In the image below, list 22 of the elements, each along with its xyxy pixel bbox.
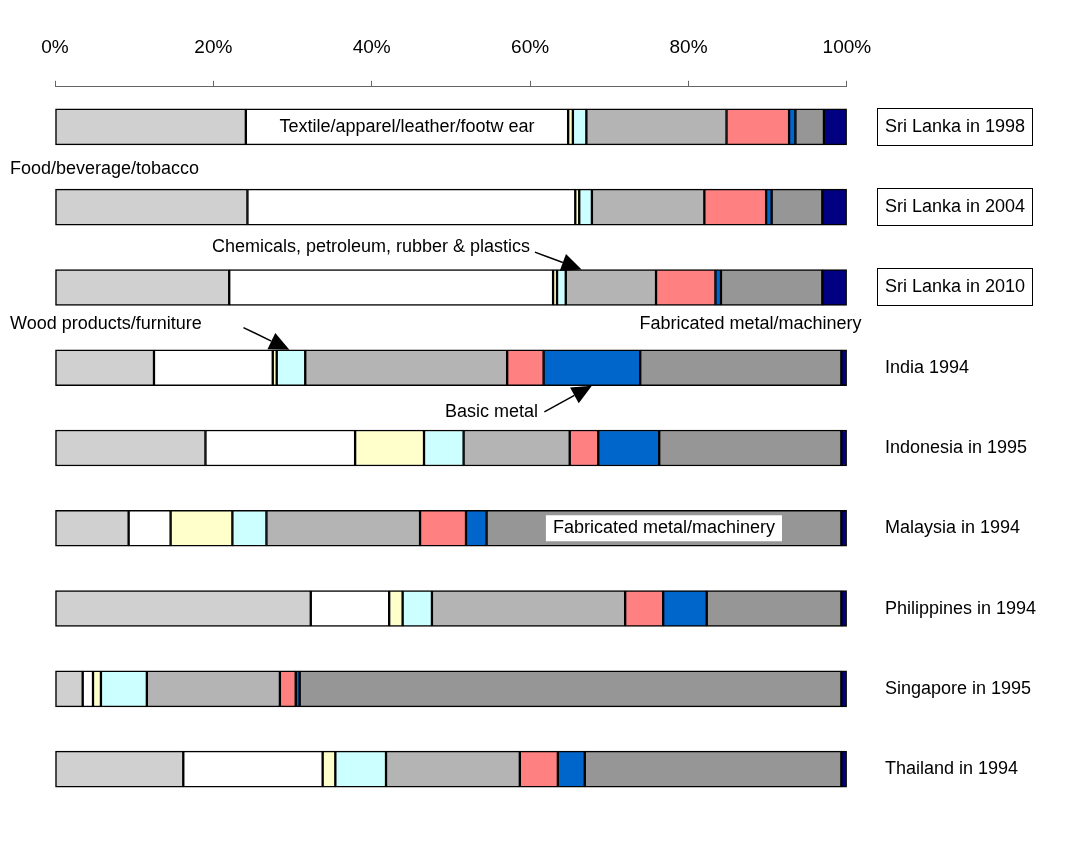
y-tick-label: Malaysia in 1994 [884, 517, 1020, 538]
y-tick-label: Indonesia in 1995 [884, 436, 1028, 457]
x-tick-label: 60% [511, 35, 550, 57]
y-tick-label: Philippines in 1994 [884, 597, 1037, 618]
y-tick-label: Sri Lanka in 2010 [884, 276, 1025, 297]
text: Fabricated metal/machinery [639, 312, 862, 333]
y-tick-label: Thailand in 1994 [884, 758, 1018, 779]
y-tick-label: Sri Lanka in 2004 [884, 196, 1025, 217]
x-tick-label: 40% [352, 35, 391, 57]
series-label: Textile/apparel/leather/footw ear [279, 115, 535, 136]
x-tick-label: 20% [194, 35, 233, 57]
annotation: Basic metal [445, 400, 539, 421]
series-label: Fabricated metal/machinery [552, 517, 776, 538]
annotation: Chemicals, petroleum, rubber & plastics [211, 236, 531, 257]
annotation: Wood products/furniture [10, 312, 202, 333]
x-tick-label: 80% [669, 35, 708, 57]
y-tick-label: India 1994 [884, 356, 969, 377]
series-label: Food/beverage/tobacco [10, 157, 200, 178]
x-tick-label: 0% [41, 35, 69, 57]
y-tick-label: Sri Lanka in 1998 [884, 115, 1025, 136]
y-tick-label: Singapore in 1995 [884, 677, 1032, 698]
x-tick-label: 100% [822, 35, 872, 57]
